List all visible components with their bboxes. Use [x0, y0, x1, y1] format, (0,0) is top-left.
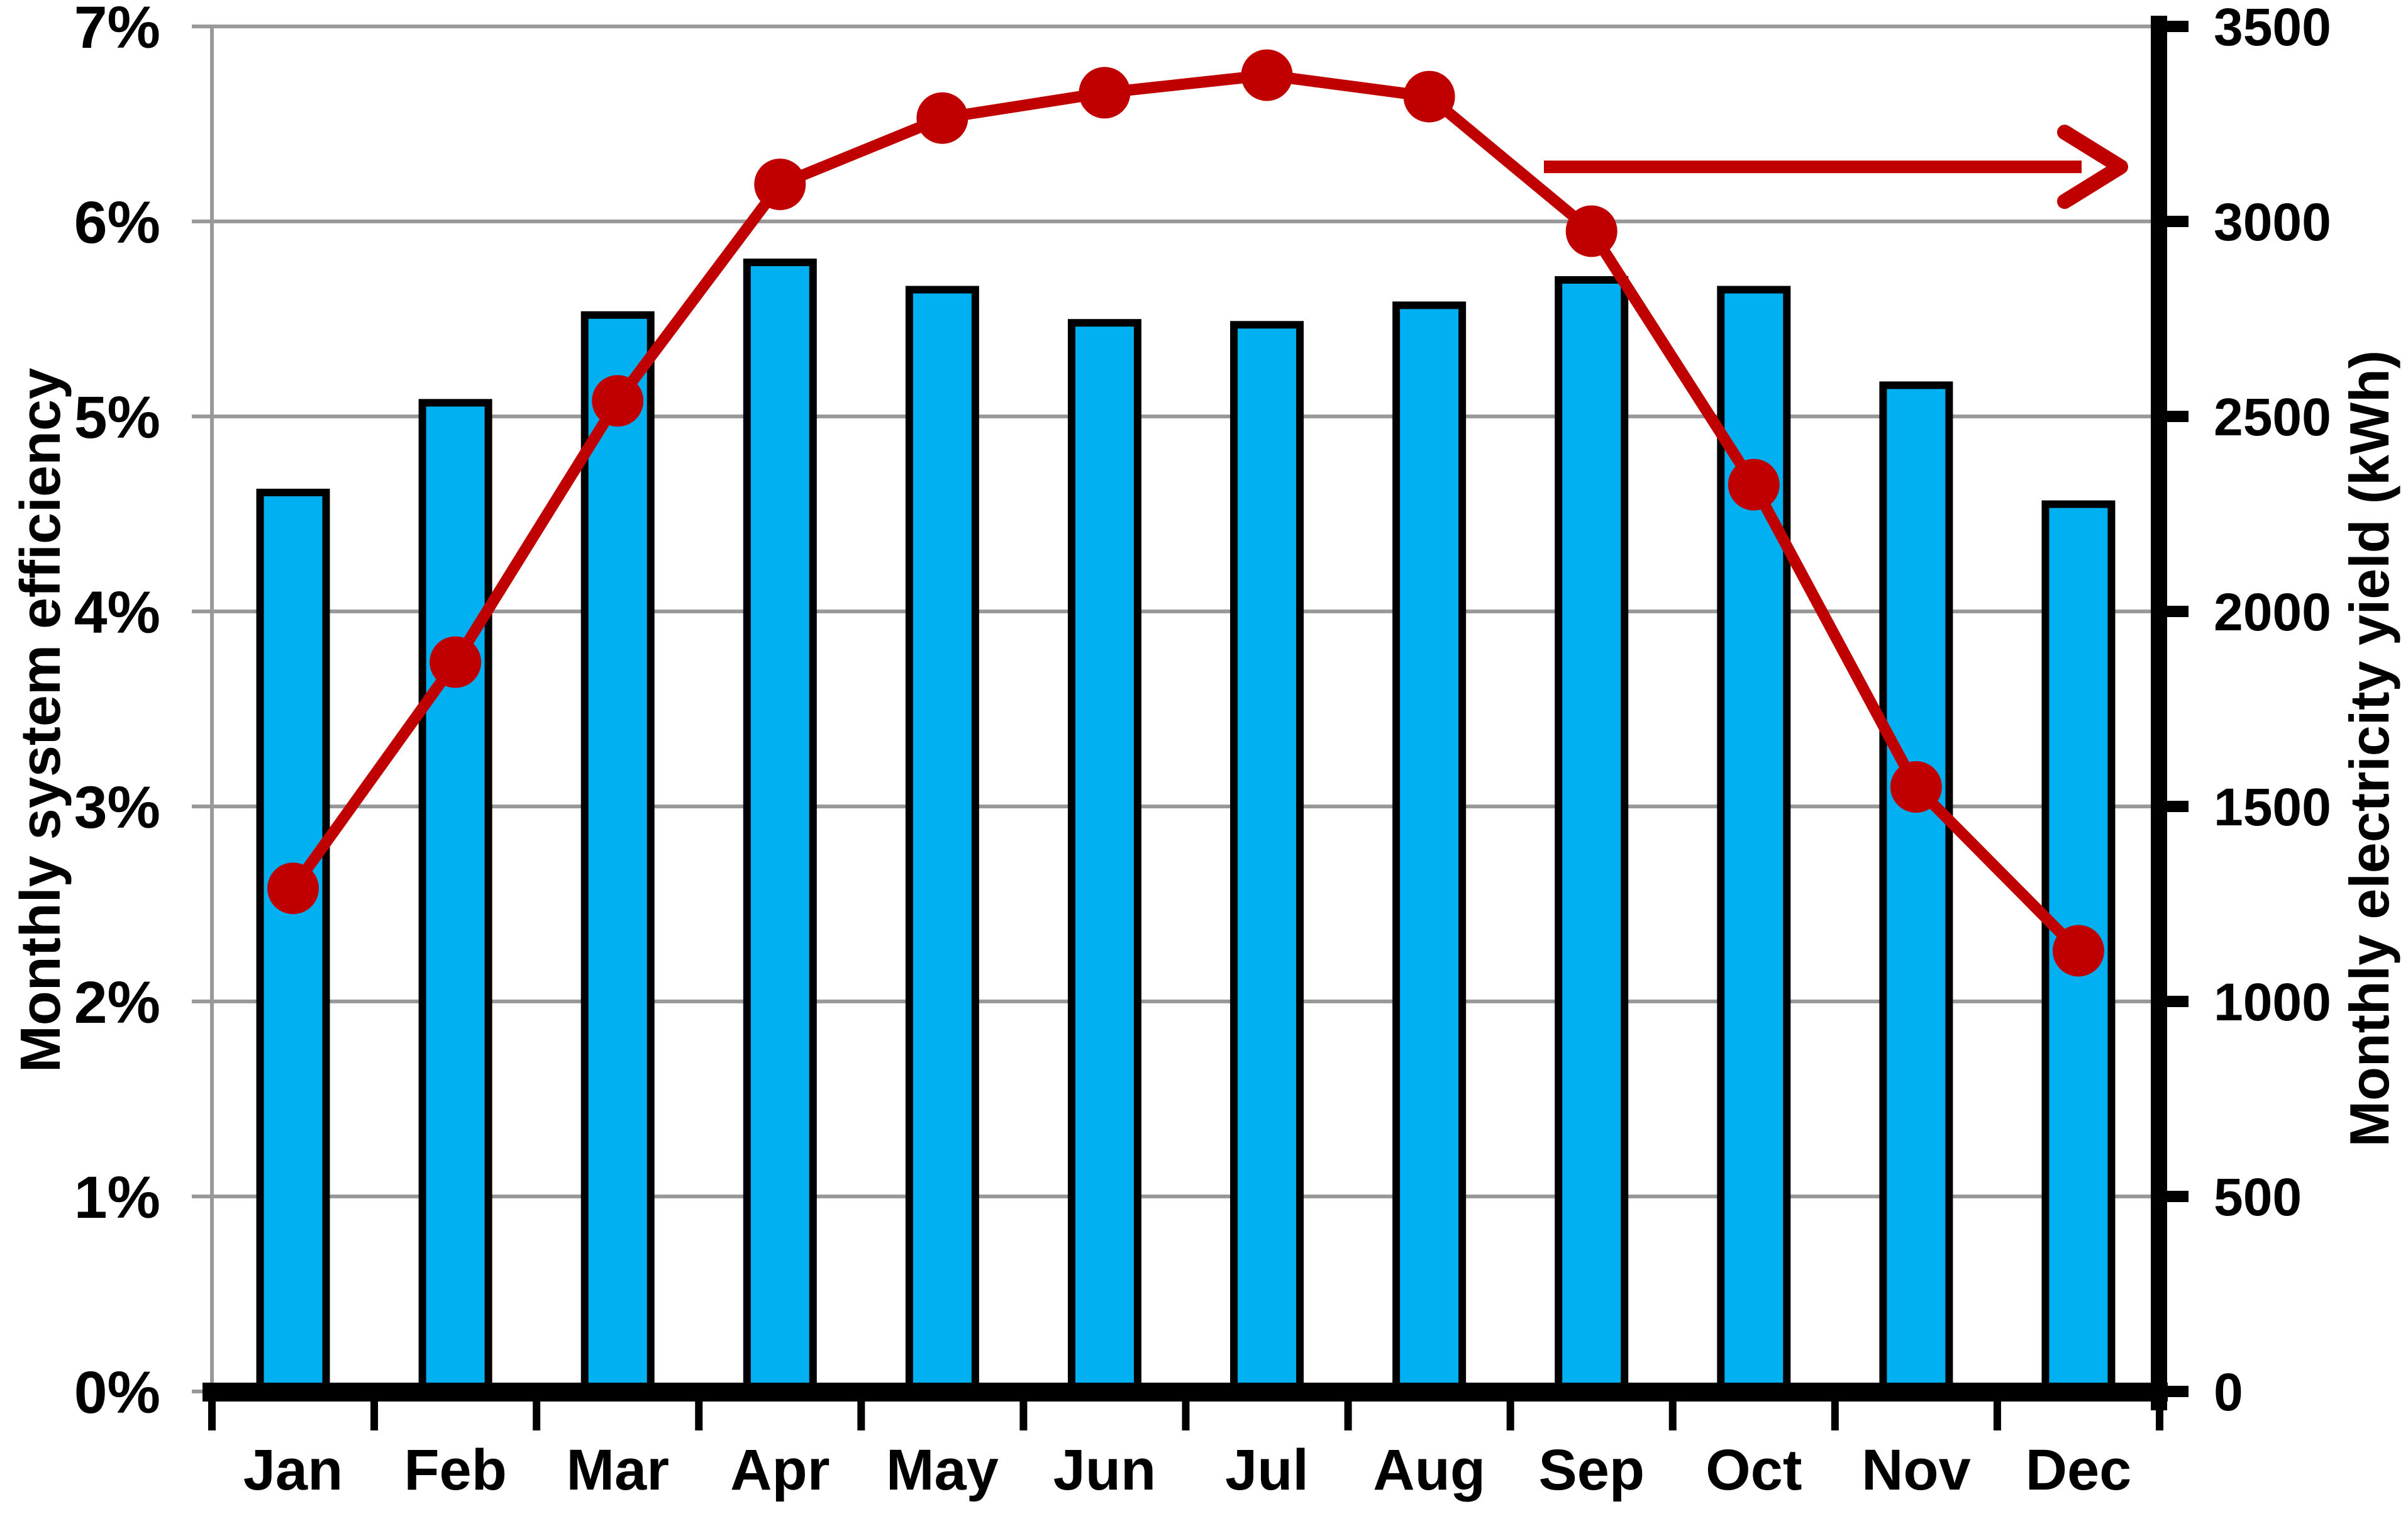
right-axis-tick [2167, 801, 2189, 812]
x-axis-tick [1668, 1402, 1677, 1430]
efficiency-bar-jun [1067, 319, 1141, 1396]
x-axis-month-label: Mar [566, 1438, 669, 1502]
bottom-axis-line [203, 1383, 2168, 1402]
yield-marker-aug [1403, 70, 1455, 123]
right-axis-tick [2167, 1386, 2189, 1397]
yield-marker-feb [430, 636, 482, 688]
right-axis-tick [2167, 606, 2189, 617]
x-axis-tick [370, 1402, 379, 1430]
x-axis-tick [857, 1402, 865, 1430]
yield-marker-dec [2052, 925, 2104, 977]
left-axis-tick-label: 7% [74, 0, 160, 61]
left-axis-tick-label: 0% [74, 1359, 160, 1426]
efficiency-bar-may [905, 286, 979, 1395]
right-axis-tick-label: 0 [2214, 1363, 2243, 1422]
x-axis-month-label: Jul [1225, 1438, 1309, 1502]
efficiency-bar-apr [743, 259, 817, 1396]
x-axis-tick [208, 1402, 216, 1430]
x-axis-month-label: Jan [243, 1438, 343, 1502]
gridlines [212, 25, 2160, 1198]
x-axis-month-label: Oct [1706, 1438, 1802, 1502]
efficiency-bar-jan [256, 488, 330, 1395]
right-axis-tick [2167, 996, 2189, 1007]
yield-markers [267, 49, 2104, 977]
yield-marker-apr [754, 159, 806, 211]
yield-marker-may [916, 92, 968, 144]
yield-marker-oct [1728, 459, 1780, 511]
x-axis-tick [1019, 1402, 1028, 1430]
right-axis-tick-label: 3500 [2214, 0, 2331, 57]
bottom-axis [203, 1383, 2168, 1430]
left-axis-title: Monthly system efficiency [9, 368, 72, 1073]
x-axis-tick [1831, 1402, 1839, 1430]
left-axis-tick-label: 2% [74, 969, 160, 1036]
yield-marker-mar [592, 375, 644, 427]
right-axis-tick-label: 3000 [2214, 192, 2331, 252]
right-axis [2151, 16, 2189, 1410]
efficiency-bar-sep [1555, 276, 1629, 1395]
efficiency-bar-mar [580, 311, 655, 1395]
left-axis-tick-label: 6% [74, 189, 160, 256]
arrow-head [2057, 125, 2128, 209]
left-axis [192, 25, 214, 1400]
efficiency-bar-aug [1392, 301, 1467, 1395]
x-axis-tick [695, 1402, 703, 1430]
yield-marker-jan [267, 862, 319, 915]
yield-marker-jul [1241, 49, 1293, 101]
yield-marker-jun [1079, 67, 1131, 119]
efficiency-bars [256, 259, 2116, 1396]
x-axis-tick [1506, 1402, 1514, 1430]
left-axis-tick-label: 5% [74, 384, 160, 451]
right-axis-tick-label: 500 [2214, 1168, 2302, 1227]
right-axis-tick [2167, 21, 2189, 32]
x-axis-tick [1344, 1402, 1352, 1430]
left-axis-tick-label: 4% [74, 579, 160, 646]
right-axis-tick-label: 2500 [2214, 387, 2331, 447]
x-axis-tick [533, 1402, 541, 1430]
efficiency-bar-feb [418, 399, 492, 1395]
x-axis-month-label: Dec [2026, 1438, 2132, 1502]
x-axis-month-label: Sep [1538, 1438, 1645, 1502]
yield-marker-sep [1565, 205, 1617, 257]
x-axis-month-label: May [886, 1438, 999, 1502]
x-axis-tick [1993, 1402, 2001, 1430]
efficiency-bar-nov [1879, 381, 1953, 1395]
right-axis-tick [2167, 1191, 2189, 1202]
right-axis-tick [2167, 411, 2189, 422]
right-axis-tick-label: 1500 [2214, 778, 2331, 837]
x-axis-month-label: Feb [404, 1438, 507, 1502]
left-axis-tick-label: 3% [74, 774, 160, 841]
right-axis-pointer-arrow [1544, 125, 2128, 209]
right-axis-title: Monthly electricity yield (kWh) [2338, 350, 2400, 1147]
efficiency-bar-jul [1230, 321, 1304, 1395]
x-axis-month-label: Jun [1053, 1438, 1157, 1502]
x-axis-month-label: Nov [1861, 1438, 1971, 1502]
x-axis-month-label: Aug [1373, 1438, 1485, 1502]
yield-line [287, 69, 2084, 957]
left-axis-tick-label: 1% [74, 1164, 160, 1231]
yield-marker-nov [1890, 761, 1942, 813]
x-axis-month-label: Apr [730, 1438, 829, 1502]
right-axis-line [2151, 16, 2167, 1410]
right-axis-tick [2167, 216, 2189, 227]
right-axis-tick-label: 2000 [2214, 582, 2331, 642]
right-axis-tick-label: 1000 [2214, 973, 2331, 1032]
x-axis-tick [1182, 1402, 1190, 1430]
